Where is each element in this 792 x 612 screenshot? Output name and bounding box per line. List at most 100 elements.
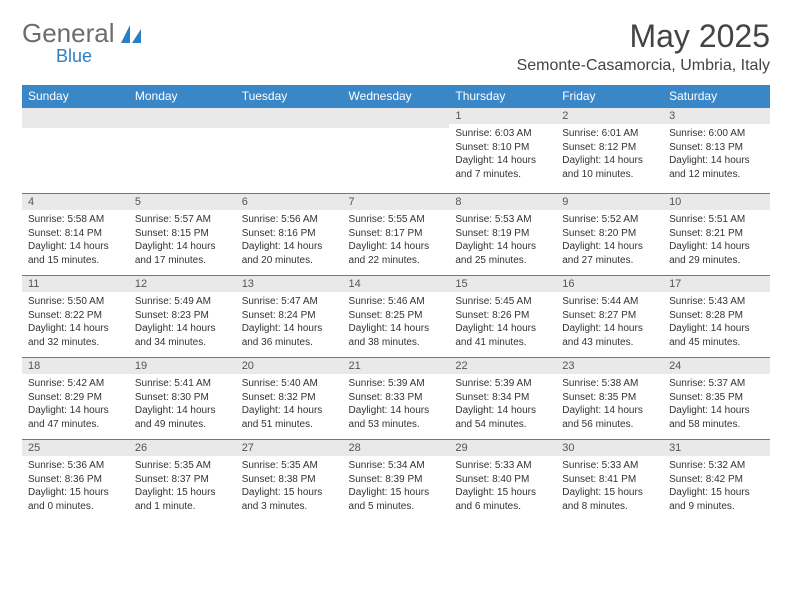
sunrise-text: Sunrise: 5:35 AM: [242, 459, 337, 473]
day-number: 25: [22, 440, 129, 456]
sunset-text: Sunset: 8:13 PM: [669, 141, 764, 155]
daylight-text-1: Daylight: 15 hours: [455, 486, 550, 500]
daylight-text-2: and 45 minutes.: [669, 336, 764, 350]
calendar-body: 1Sunrise: 6:03 AMSunset: 8:10 PMDaylight…: [22, 108, 770, 522]
logo-word-2: Blue: [56, 46, 92, 67]
sunset-text: Sunset: 8:14 PM: [28, 227, 123, 241]
daylight-text-2: and 36 minutes.: [242, 336, 337, 350]
weekday-col: Wednesday: [343, 85, 450, 108]
day-body: Sunrise: 5:51 AMSunset: 8:21 PMDaylight:…: [663, 210, 770, 275]
daylight-text-2: and 49 minutes.: [135, 418, 230, 432]
sunrise-text: Sunrise: 5:37 AM: [669, 377, 764, 391]
sunset-text: Sunset: 8:38 PM: [242, 473, 337, 487]
daylight-text-2: and 41 minutes.: [455, 336, 550, 350]
sunrise-text: Sunrise: 5:51 AM: [669, 213, 764, 227]
calendar-day: 9Sunrise: 5:52 AMSunset: 8:20 PMDaylight…: [556, 194, 663, 276]
sunset-text: Sunset: 8:28 PM: [669, 309, 764, 323]
day-number: 11: [22, 276, 129, 292]
day-number: 28: [343, 440, 450, 456]
sunset-text: Sunset: 8:25 PM: [349, 309, 444, 323]
calendar-day: 15Sunrise: 5:45 AMSunset: 8:26 PMDayligh…: [449, 276, 556, 358]
day-body: [236, 128, 343, 193]
sunrise-text: Sunrise: 5:32 AM: [669, 459, 764, 473]
day-number: 31: [663, 440, 770, 456]
calendar-day: 22Sunrise: 5:39 AMSunset: 8:34 PMDayligh…: [449, 358, 556, 440]
sunset-text: Sunset: 8:35 PM: [669, 391, 764, 405]
calendar-day: [236, 108, 343, 194]
logo: General Blue: [22, 18, 145, 49]
calendar-table: Sunday Monday Tuesday Wednesday Thursday…: [22, 85, 770, 521]
daylight-text-2: and 32 minutes.: [28, 336, 123, 350]
day-number: 30: [556, 440, 663, 456]
daylight-text-2: and 34 minutes.: [135, 336, 230, 350]
calendar-day: 16Sunrise: 5:44 AMSunset: 8:27 PMDayligh…: [556, 276, 663, 358]
month-title: May 2025: [517, 18, 770, 55]
day-body: Sunrise: 6:00 AMSunset: 8:13 PMDaylight:…: [663, 124, 770, 189]
day-body: [343, 128, 450, 193]
daylight-text-2: and 58 minutes.: [669, 418, 764, 432]
daylight-text-2: and 3 minutes.: [242, 500, 337, 514]
sunrise-text: Sunrise: 5:49 AM: [135, 295, 230, 309]
sunset-text: Sunset: 8:20 PM: [562, 227, 657, 241]
calendar-day: 7Sunrise: 5:55 AMSunset: 8:17 PMDaylight…: [343, 194, 450, 276]
calendar-day: 19Sunrise: 5:41 AMSunset: 8:30 PMDayligh…: [129, 358, 236, 440]
calendar-day: [129, 108, 236, 194]
daylight-text-2: and 54 minutes.: [455, 418, 550, 432]
day-number: [22, 108, 129, 128]
day-number: 27: [236, 440, 343, 456]
day-number: [343, 108, 450, 128]
day-number: 22: [449, 358, 556, 374]
day-body: Sunrise: 5:38 AMSunset: 8:35 PMDaylight:…: [556, 374, 663, 439]
daylight-text-2: and 5 minutes.: [349, 500, 444, 514]
sunset-text: Sunset: 8:39 PM: [349, 473, 444, 487]
day-number: 21: [343, 358, 450, 374]
sunset-text: Sunset: 8:37 PM: [135, 473, 230, 487]
day-body: Sunrise: 5:43 AMSunset: 8:28 PMDaylight:…: [663, 292, 770, 357]
day-number: 10: [663, 194, 770, 210]
calendar-day: 17Sunrise: 5:43 AMSunset: 8:28 PMDayligh…: [663, 276, 770, 358]
daylight-text-1: Daylight: 14 hours: [562, 322, 657, 336]
daylight-text-2: and 38 minutes.: [349, 336, 444, 350]
calendar-day: 1Sunrise: 6:03 AMSunset: 8:10 PMDaylight…: [449, 108, 556, 194]
day-body: [129, 128, 236, 193]
weekday-col: Sunday: [22, 85, 129, 108]
sunset-text: Sunset: 8:40 PM: [455, 473, 550, 487]
day-body: Sunrise: 6:03 AMSunset: 8:10 PMDaylight:…: [449, 124, 556, 189]
day-number: 5: [129, 194, 236, 210]
calendar-day: 4Sunrise: 5:58 AMSunset: 8:14 PMDaylight…: [22, 194, 129, 276]
daylight-text-1: Daylight: 14 hours: [349, 404, 444, 418]
sunset-text: Sunset: 8:15 PM: [135, 227, 230, 241]
calendar-day: 5Sunrise: 5:57 AMSunset: 8:15 PMDaylight…: [129, 194, 236, 276]
sunset-text: Sunset: 8:30 PM: [135, 391, 230, 405]
daylight-text-2: and 53 minutes.: [349, 418, 444, 432]
weekday-col: Saturday: [663, 85, 770, 108]
day-number: 15: [449, 276, 556, 292]
sunrise-text: Sunrise: 5:35 AM: [135, 459, 230, 473]
daylight-text-1: Daylight: 14 hours: [28, 240, 123, 254]
daylight-text-1: Daylight: 14 hours: [669, 404, 764, 418]
day-number: 12: [129, 276, 236, 292]
daylight-text-1: Daylight: 15 hours: [242, 486, 337, 500]
sunrise-text: Sunrise: 6:00 AM: [669, 127, 764, 141]
day-body: Sunrise: 5:47 AMSunset: 8:24 PMDaylight:…: [236, 292, 343, 357]
day-number: 13: [236, 276, 343, 292]
calendar-week: 25Sunrise: 5:36 AMSunset: 8:36 PMDayligh…: [22, 440, 770, 522]
day-number: 6: [236, 194, 343, 210]
daylight-text-1: Daylight: 14 hours: [455, 404, 550, 418]
sunset-text: Sunset: 8:34 PM: [455, 391, 550, 405]
sunset-text: Sunset: 8:22 PM: [28, 309, 123, 323]
sunset-text: Sunset: 8:17 PM: [349, 227, 444, 241]
sunrise-text: Sunrise: 5:39 AM: [349, 377, 444, 391]
daylight-text-1: Daylight: 14 hours: [135, 322, 230, 336]
daylight-text-2: and 22 minutes.: [349, 254, 444, 268]
day-body: Sunrise: 5:33 AMSunset: 8:40 PMDaylight:…: [449, 456, 556, 521]
day-body: Sunrise: 5:56 AMSunset: 8:16 PMDaylight:…: [236, 210, 343, 275]
calendar-week: 1Sunrise: 6:03 AMSunset: 8:10 PMDaylight…: [22, 108, 770, 194]
sunset-text: Sunset: 8:36 PM: [28, 473, 123, 487]
sunrise-text: Sunrise: 5:46 AM: [349, 295, 444, 309]
sunrise-text: Sunrise: 5:40 AM: [242, 377, 337, 391]
daylight-text-2: and 15 minutes.: [28, 254, 123, 268]
day-body: Sunrise: 5:35 AMSunset: 8:37 PMDaylight:…: [129, 456, 236, 521]
daylight-text-1: Daylight: 15 hours: [28, 486, 123, 500]
sunrise-text: Sunrise: 5:47 AM: [242, 295, 337, 309]
